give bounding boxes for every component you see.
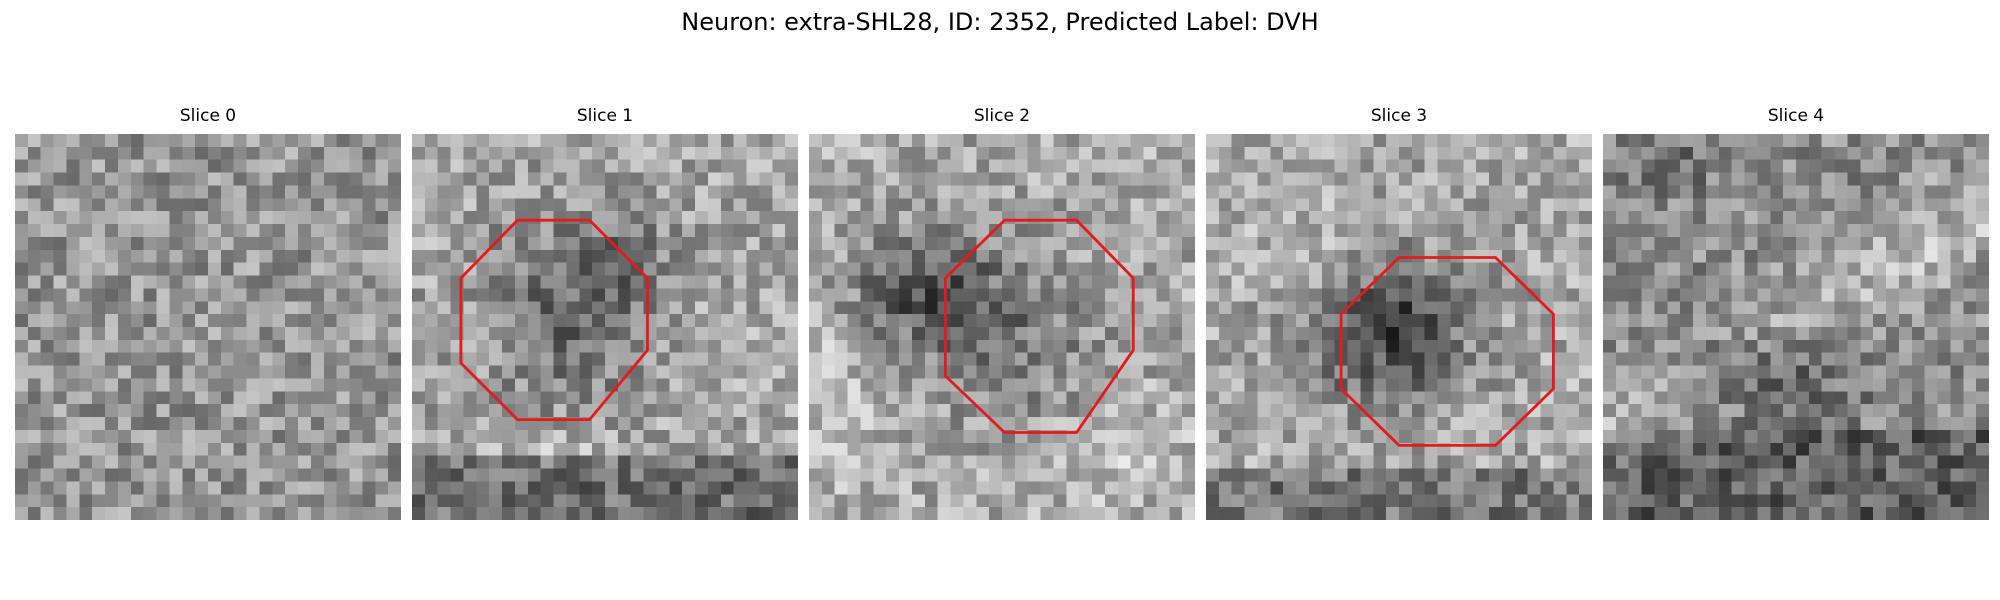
slice-panel-4: Slice 4	[1603, 106, 1989, 524]
roi-octagon-outline	[459, 218, 649, 422]
roi-octagon-outline	[943, 218, 1135, 434]
pixel-grid	[1603, 134, 1989, 520]
slice-title: Slice 4	[1767, 106, 1825, 126]
slice-panel-1: Slice 1	[412, 106, 798, 524]
slice-image	[1206, 134, 1592, 520]
figure-title: Neuron: extra-SHL28, ID: 2352, Predicted…	[681, 8, 1319, 36]
slice-image	[1603, 134, 1989, 520]
slice-title: Slice 1	[576, 106, 634, 126]
pixel-grid	[809, 134, 1195, 520]
pixel-grid	[1206, 134, 1592, 520]
slice-panel-2: Slice 2	[809, 106, 1195, 524]
pixel-grid	[15, 134, 401, 520]
slice-panel-0: Slice 0	[15, 106, 401, 524]
slice-panel-3: Slice 3	[1206, 106, 1592, 524]
slice-title: Slice 2	[973, 106, 1031, 126]
pixel-grid	[412, 134, 798, 520]
slice-title: Slice 3	[1370, 106, 1428, 126]
roi-octagon-outline	[1339, 256, 1555, 447]
slice-image	[15, 134, 401, 520]
slice-image	[809, 134, 1195, 520]
slice-image	[412, 134, 798, 520]
slice-title: Slice 0	[179, 106, 237, 126]
